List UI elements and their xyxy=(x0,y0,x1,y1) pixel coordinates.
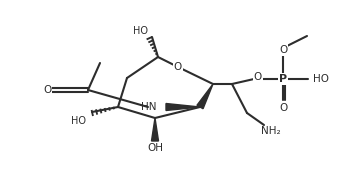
Polygon shape xyxy=(152,118,158,141)
Text: O: O xyxy=(174,62,182,72)
Polygon shape xyxy=(166,103,200,110)
Text: O: O xyxy=(43,85,51,95)
Text: NH₂: NH₂ xyxy=(261,126,281,136)
Text: HO: HO xyxy=(71,116,85,126)
Text: OH: OH xyxy=(147,143,163,153)
Text: HN: HN xyxy=(140,102,156,112)
Text: HO: HO xyxy=(313,74,329,84)
Text: P: P xyxy=(279,74,287,84)
Text: O: O xyxy=(279,103,287,113)
Text: O: O xyxy=(254,72,262,82)
Polygon shape xyxy=(197,84,213,109)
Text: O: O xyxy=(279,45,287,55)
Text: HO: HO xyxy=(133,26,147,36)
